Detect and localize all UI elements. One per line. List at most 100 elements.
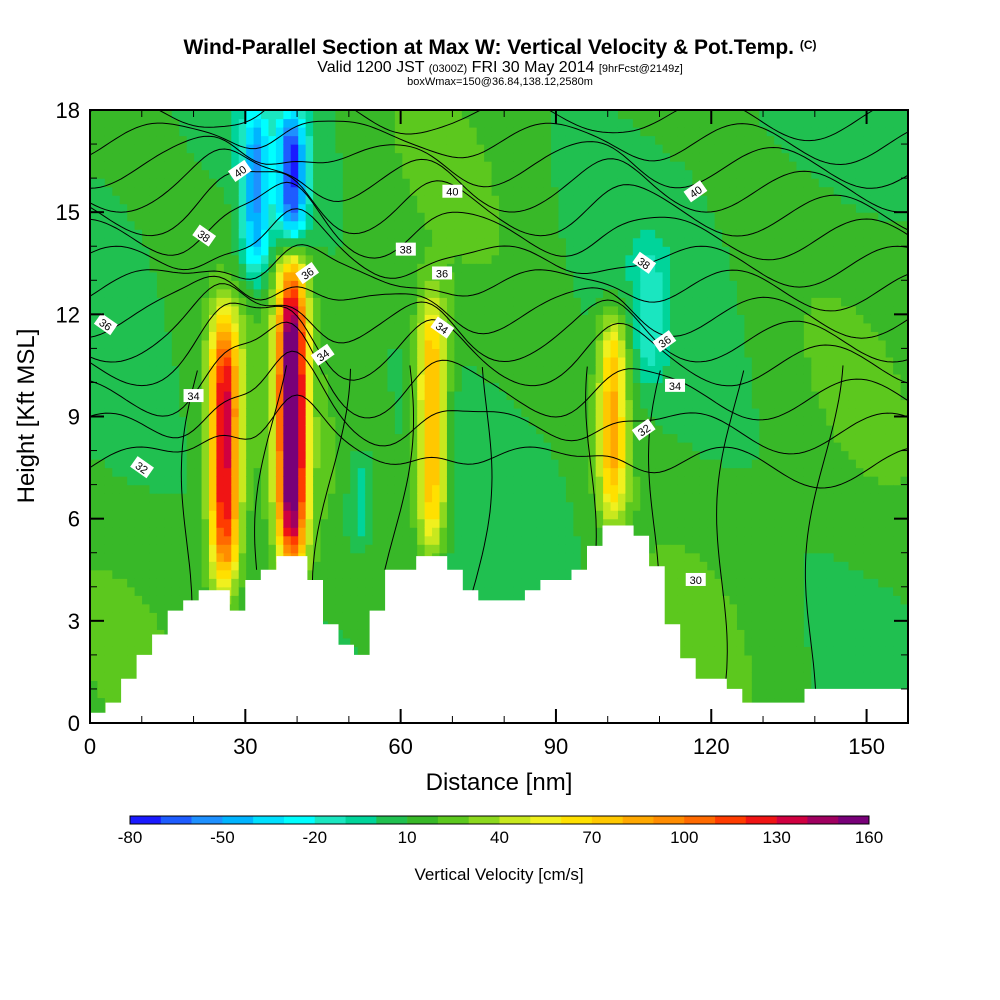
colorbar-swatch xyxy=(807,816,839,824)
colorbar-swatch xyxy=(345,816,377,824)
terrain xyxy=(90,525,908,723)
contour-label: 30 xyxy=(685,572,706,587)
colorbar-swatch xyxy=(253,816,285,824)
x-tick-label: 0 xyxy=(84,734,96,759)
contour-label: 32 xyxy=(631,418,656,441)
theta-isoline xyxy=(716,370,745,686)
contour-label-text: 40 xyxy=(688,184,705,201)
colorbar-swatch xyxy=(283,816,316,824)
theta-isoline xyxy=(90,110,875,142)
colorbar-tick-label: 160 xyxy=(855,828,883,847)
contour-label: 36 xyxy=(93,313,118,336)
contour-label: 40 xyxy=(442,184,463,199)
colorbar-swatch xyxy=(499,816,531,824)
colorbar-swatch xyxy=(407,816,439,824)
contour-label-text: 32 xyxy=(636,423,653,440)
colorbar-swatch xyxy=(684,816,716,824)
colorbar-swatch xyxy=(314,816,346,824)
colorbar-frame xyxy=(129,815,870,825)
contour-label: 36 xyxy=(652,330,677,353)
theta-isoline xyxy=(90,350,908,455)
theta-isoline xyxy=(90,208,908,288)
colorbar-swatch xyxy=(715,816,747,824)
theta-isoline xyxy=(804,365,844,689)
theta-isoline xyxy=(180,370,198,601)
colorbar-swatch xyxy=(591,816,623,824)
colorbar-swatch xyxy=(468,816,500,824)
contour-label: 34 xyxy=(183,389,204,403)
contour-label: 34 xyxy=(310,343,335,366)
y-tick-label: 6 xyxy=(68,507,80,532)
y-tick-label: 15 xyxy=(56,200,80,225)
colorbar-tick-label: 130 xyxy=(762,828,790,847)
contour-label-text: 34 xyxy=(315,348,332,365)
contour-label-text: 36 xyxy=(436,268,448,280)
colorbar-swatch xyxy=(530,816,562,824)
colorbar-swatch xyxy=(776,816,808,824)
theta-isoline xyxy=(90,170,908,237)
chart-title-text: Wind-Parallel Section at Max W: Vertical… xyxy=(183,36,794,59)
y-tick-label: 18 xyxy=(56,98,80,123)
contour-label-text: 38 xyxy=(635,256,652,273)
y-tick-label: 3 xyxy=(68,609,80,634)
box-info: boxWmax=150@36.84,138.12,2580m xyxy=(407,76,593,88)
chart-subtitle: Valid 1200 JST (0300Z) FRI 30 May 2014 [… xyxy=(0,59,1000,77)
contour-label-text: 34 xyxy=(433,320,450,337)
x-axis-title: Distance [nm] xyxy=(426,769,573,796)
contour-label-text: 40 xyxy=(232,164,249,181)
theta-isoline xyxy=(254,365,287,570)
colorbar-tick-label: 40 xyxy=(490,828,509,847)
contour-label: 38 xyxy=(632,251,657,274)
theta-isoline xyxy=(90,302,908,387)
contour-label: 34 xyxy=(430,316,455,339)
theta-isoline xyxy=(585,366,597,554)
contour-label-text: 36 xyxy=(300,266,317,283)
colorbar-tick-label: 10 xyxy=(398,828,417,847)
contour-label: 38 xyxy=(395,242,416,257)
x-tick-label: 30 xyxy=(233,734,257,759)
contour-label: 40 xyxy=(683,180,708,203)
colorbar-swatch xyxy=(222,816,254,824)
colorbar-swatch xyxy=(437,816,470,824)
theta-isoline xyxy=(90,135,908,189)
colorbar-swatch xyxy=(561,816,593,824)
colorbar-tick-label: -50 xyxy=(210,828,235,847)
contour-label: 38 xyxy=(192,224,217,247)
colorbar-title: Vertical Velocity [cm/s] xyxy=(414,865,583,884)
colorbar-swatch xyxy=(622,816,654,824)
theta-isoline xyxy=(90,275,908,339)
theta-isoline xyxy=(384,365,414,570)
valid-time: Valid 1200 JST xyxy=(317,59,425,76)
colorbar-tick-label: -80 xyxy=(118,828,143,847)
contour-label: 32 xyxy=(130,456,154,479)
theta-isoline xyxy=(90,283,908,363)
colorbar-swatch xyxy=(130,816,162,824)
x-tick-label: 150 xyxy=(848,734,885,759)
theta-isoline xyxy=(90,120,908,166)
contour-label: 36 xyxy=(295,261,320,285)
y-tick-label: 12 xyxy=(56,302,80,327)
theta-isoline xyxy=(470,367,493,598)
valid-date: FRI 30 May 2014 xyxy=(471,59,595,76)
contour-label-text: 32 xyxy=(133,460,150,477)
colorbar-tick-label: -20 xyxy=(302,828,327,847)
contour-label-text: 38 xyxy=(400,245,412,257)
contour-label: 34 xyxy=(665,378,686,393)
colorbar-swatch xyxy=(653,816,685,824)
contour-label-text: 40 xyxy=(446,187,458,199)
y-axis-title: Height [Kft MSL] xyxy=(13,329,40,504)
y-tick-label: 9 xyxy=(68,405,80,430)
contour-label-text: 34 xyxy=(669,381,681,393)
contour-label-text: 38 xyxy=(195,228,212,245)
colorbar-swatch xyxy=(745,816,777,824)
contour-label-text: 36 xyxy=(657,334,674,351)
contour-label-text: 30 xyxy=(690,575,702,587)
x-tick-label: 60 xyxy=(388,734,412,759)
colorbar-tick-label: 100 xyxy=(670,828,698,847)
theta-isoline xyxy=(90,321,908,421)
forecast-info: [9hrFcst@2149z] xyxy=(598,63,683,75)
copyright-mark: (C) xyxy=(799,38,817,52)
theta-isoline xyxy=(90,181,908,261)
contour-label: 36 xyxy=(432,266,453,280)
